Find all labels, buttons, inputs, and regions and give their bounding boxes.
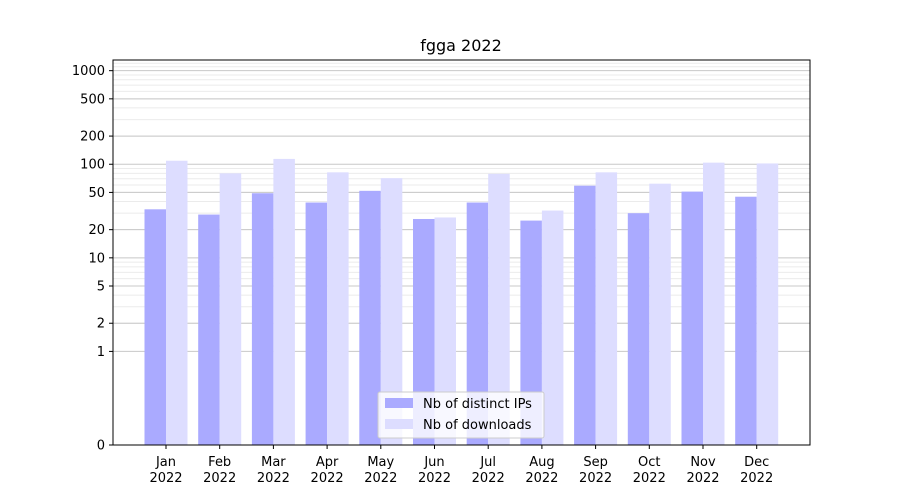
bar-downloads-aug — [541, 210, 564, 445]
plot-frame — [112, 59, 811, 446]
legend-label-ips: Nb of distinct IPs — [423, 397, 532, 412]
y-tick-label: 20 — [88, 223, 105, 238]
bar-downloads-oct — [649, 183, 671, 445]
legend: Nb of distinct IPs Nb of downloads — [377, 391, 545, 439]
bar-ips-dec — [735, 196, 757, 445]
x-tick-label-month: Dec — [744, 455, 769, 470]
legend-swatch-downloads — [385, 419, 413, 429]
bar-ips-oct — [627, 213, 650, 445]
x-tick-label-month: Aug — [529, 455, 554, 470]
bar-downloads-jul — [488, 173, 510, 446]
x-tick-label-month: Apr — [316, 455, 339, 470]
y-tick-label: 1000 — [72, 64, 105, 79]
x-tick-label-month: Jun — [423, 455, 444, 470]
x-tick-label-year: 2022 — [472, 471, 505, 486]
x-tick-label-month: Jul — [479, 455, 496, 470]
x-tick-label-year: 2022 — [311, 471, 344, 486]
y-tick-label: 0 — [97, 439, 105, 454]
y-tick-label: 500 — [80, 92, 105, 107]
x-tick-label-year: 2022 — [203, 471, 236, 486]
x-tick-label-year: 2022 — [579, 471, 612, 486]
y-tick-label: 100 — [80, 158, 105, 173]
bar-downloads-dec — [756, 163, 779, 445]
x-tick-label-year: 2022 — [740, 471, 773, 486]
bar-downloads-nov — [703, 162, 725, 445]
chart-title: fgga 2022 — [420, 36, 502, 55]
y-tick-label: 200 — [80, 130, 105, 145]
bars — [144, 158, 779, 446]
x-tick-label-year: 2022 — [149, 471, 182, 486]
x-tick-label-year: 2022 — [633, 471, 666, 486]
legend-label-downloads: Nb of downloads — [423, 418, 532, 433]
x-tick-label-year: 2022 — [418, 471, 451, 486]
bar-ips-nov — [681, 191, 703, 445]
bar-ips-mar — [251, 193, 274, 445]
bar-downloads-feb — [219, 173, 242, 445]
x-tick-label-year: 2022 — [525, 471, 558, 486]
x-tick-label-month: Sep — [583, 455, 608, 470]
x-tick-label-year: 2022 — [686, 471, 719, 486]
x-tick-label-month: Mar — [261, 455, 286, 470]
x-tick-label-month: Jan — [155, 455, 176, 470]
x-tick-label-month: Oct — [638, 455, 660, 470]
legend-swatch-ips — [385, 398, 413, 408]
bar-ips-jul — [466, 202, 489, 445]
bar-downloads-jan — [166, 160, 188, 446]
bar-ips-sep — [574, 185, 596, 446]
x-axis: Jan2022Feb2022Mar2022Apr2022May2022Jun20… — [149, 445, 773, 486]
x-tick-label-month: May — [367, 455, 394, 470]
x-tick-label-month: Feb — [208, 455, 231, 470]
y-tick-label: 10 — [88, 251, 105, 266]
bar-downloads-may — [380, 178, 403, 445]
y-tick-label: 50 — [88, 186, 105, 201]
bar-ips-jun — [413, 218, 435, 445]
bar-ips-aug — [520, 220, 542, 445]
bar-downloads-jun — [434, 217, 456, 445]
bar-downloads-apr — [327, 172, 349, 446]
x-tick-label-month: Nov — [690, 455, 716, 470]
y-tick-label: 5 — [97, 280, 105, 295]
bar-ips-jan — [144, 209, 166, 445]
bar-ips-feb — [198, 214, 220, 445]
y-tick-label: 1 — [97, 345, 105, 360]
y-tick-label: 2 — [97, 317, 105, 332]
legend-box — [377, 391, 545, 439]
bar-downloads-mar — [273, 158, 295, 446]
y-axis: 0 1 2 5 10 20 50 100 200 500 1000 — [72, 64, 113, 454]
bar-downloads-sep — [595, 172, 618, 446]
bar-ips-apr — [305, 202, 328, 445]
x-tick-label-year: 2022 — [257, 471, 290, 486]
bar-ips-may — [359, 190, 381, 445]
x-tick-label-year: 2022 — [364, 471, 397, 486]
